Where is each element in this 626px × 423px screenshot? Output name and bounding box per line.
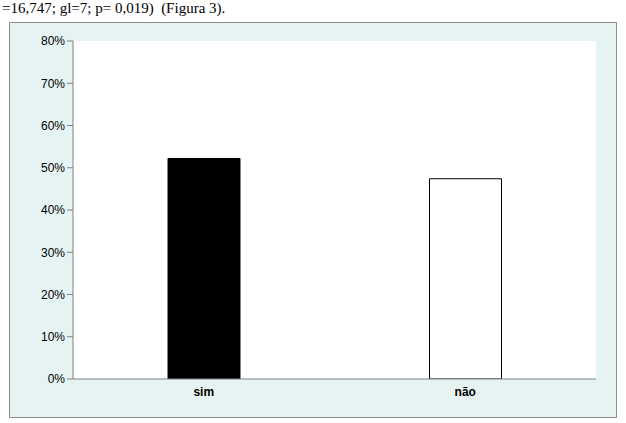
svg-text:40%: 40% <box>41 203 65 217</box>
svg-text:10%: 10% <box>41 330 65 344</box>
svg-text:50%: 50% <box>41 161 65 175</box>
svg-text:30%: 30% <box>41 246 65 260</box>
svg-text:0%: 0% <box>48 372 66 386</box>
svg-text:60%: 60% <box>41 119 65 133</box>
svg-text:não: não <box>455 385 476 399</box>
svg-text:20%: 20% <box>41 288 65 302</box>
svg-text:70%: 70% <box>41 77 65 91</box>
svg-text:sim: sim <box>193 385 214 399</box>
html-text:=16,747; gl=7; p= 0,019) (Figu: =16,747; gl=7; p= 0,019) (Figura 3). <box>2 0 226 16</box>
svg-text:80%: 80% <box>41 34 65 48</box>
